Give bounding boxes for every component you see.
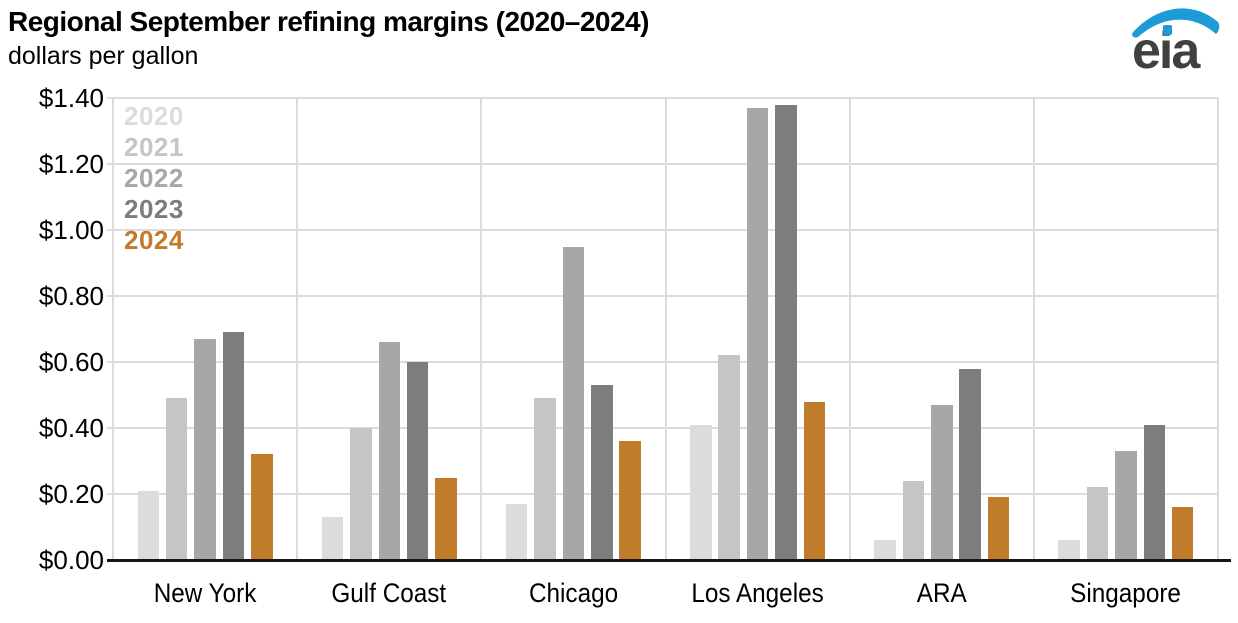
bar-2021-gulf-coast	[350, 428, 372, 560]
category-separator	[664, 98, 667, 560]
eia-logo-swoosh	[1132, 8, 1220, 38]
bar-2022-new-york	[194, 338, 216, 560]
bar-2022-gulf-coast	[378, 342, 400, 560]
bar-2020-new-york	[137, 490, 160, 560]
chart-subtitle: dollars per gallon	[8, 42, 199, 70]
gridline-horizontal	[107, 361, 1218, 363]
gridline-horizontal	[107, 163, 1218, 165]
x-axis-line	[107, 559, 1231, 562]
eia-logo-i-dot	[1163, 25, 1172, 35]
bar-2024-gulf-coast	[435, 477, 457, 560]
bar-2021-new-york	[165, 398, 188, 560]
legend: 2020 2021 2022 2023 2024	[124, 101, 184, 256]
bar-2024-new-york	[251, 454, 273, 560]
bar-2023-gulf-coast	[406, 362, 429, 560]
eia-logo-graphic: eia	[1132, 8, 1220, 80]
category-separator	[1032, 98, 1035, 560]
y-axis-label: $1.40	[38, 83, 104, 113]
plot-area	[107, 97, 1219, 560]
x-axis-label-ara: ARA	[916, 578, 967, 608]
bar-2022-ara	[931, 404, 953, 560]
bar-2020-ara	[874, 540, 896, 560]
bar-2024-chicago	[619, 441, 641, 560]
bar-2023-los-angeles	[775, 104, 797, 560]
chart-title: Regional September refining margins (202…	[8, 6, 649, 37]
bar-2021-ara	[902, 480, 925, 560]
gridline-horizontal	[107, 427, 1218, 429]
bar-2023-singapore	[1143, 424, 1166, 560]
gridline-horizontal	[107, 229, 1218, 231]
bar-2024-singapore	[1171, 507, 1194, 560]
bar-2022-chicago	[562, 246, 585, 560]
y-axis-label: $0.20	[38, 479, 104, 509]
bar-2023-ara	[959, 368, 981, 560]
gridline-horizontal	[107, 97, 1218, 99]
x-axis-label-chicago: Chicago	[528, 578, 618, 608]
bar-2024-los-angeles	[803, 401, 826, 560]
bar-2021-chicago	[534, 398, 556, 560]
x-axis-label-singapore: Singapore	[1070, 578, 1182, 608]
legend-item-2022: 2022	[124, 163, 184, 193]
legend-item-2023: 2023	[124, 194, 184, 224]
x-axis-label-los-angeles: Los Angeles	[691, 578, 824, 608]
category-separator	[848, 98, 851, 560]
y-axis-label: $1.00	[38, 215, 104, 245]
bar-2020-chicago	[505, 503, 528, 560]
gridline-horizontal	[107, 493, 1218, 495]
category-separator	[112, 98, 114, 560]
bar-2021-los-angeles	[718, 355, 740, 560]
bar-2023-chicago	[591, 385, 613, 560]
eia-logo: eia	[1126, 4, 1222, 80]
y-axis-label: $0.00	[38, 545, 104, 575]
x-axis-label-new-york: New York	[153, 578, 257, 608]
category-separator	[480, 98, 483, 560]
bar-2022-los-angeles	[746, 107, 769, 560]
y-axis-label: $0.60	[38, 347, 104, 377]
gridline-horizontal	[107, 295, 1218, 297]
bar-2023-new-york	[222, 332, 245, 560]
x-axis-label-gulf-coast: Gulf Coast	[331, 578, 447, 608]
legend-item-2020: 2020	[124, 101, 184, 131]
bar-2022-singapore	[1115, 451, 1137, 560]
y-axis-label: $0.80	[38, 281, 104, 311]
category-separator	[1217, 98, 1219, 560]
bar-2024-ara	[987, 497, 1010, 560]
y-axis-label: $0.40	[38, 413, 104, 443]
legend-item-2021: 2021	[124, 132, 184, 162]
bar-2020-los-angeles	[690, 424, 712, 560]
legend-item-2024: 2024	[124, 225, 184, 255]
category-separator	[296, 98, 299, 560]
y-axis-label: $1.20	[38, 149, 104, 179]
bar-2021-singapore	[1086, 487, 1109, 560]
bar-2020-singapore	[1058, 540, 1080, 560]
bar-2020-gulf-coast	[321, 517, 344, 560]
